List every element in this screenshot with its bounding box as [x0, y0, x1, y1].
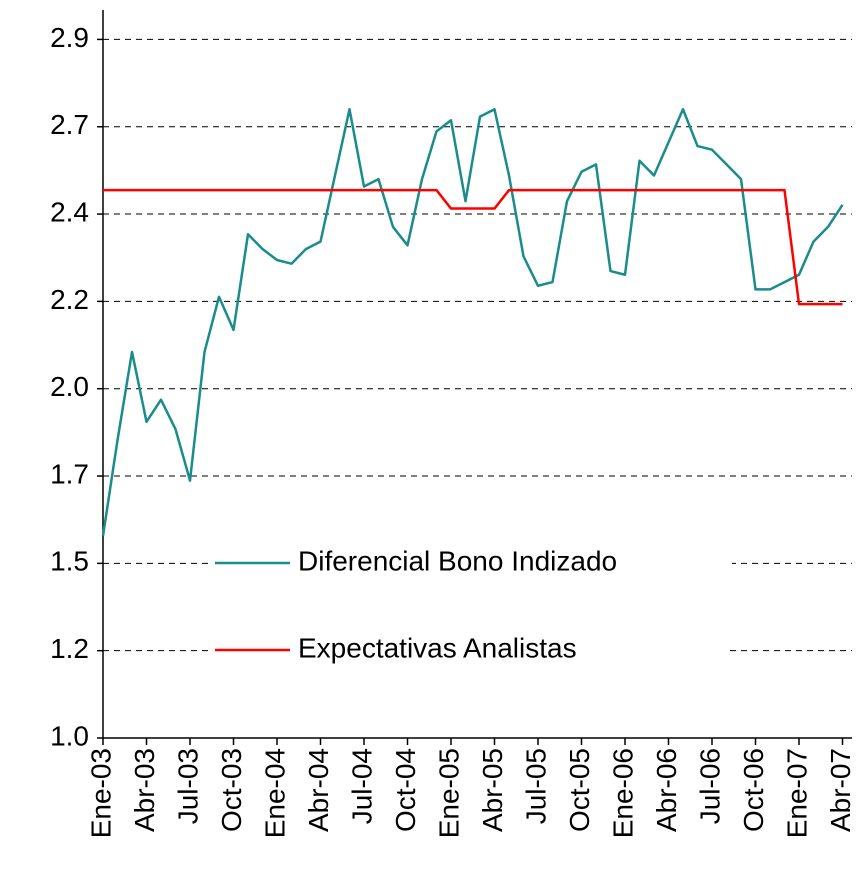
- y-tick-label: 1.2: [50, 633, 89, 664]
- x-tick-label: Jul-05: [520, 748, 551, 824]
- y-tick-label: 2.4: [50, 196, 89, 227]
- x-tick-label: Ene-07: [781, 748, 812, 838]
- legend-background: [212, 543, 732, 583]
- legend-label: Expectativas Analistas: [298, 632, 577, 663]
- y-tick-label: 2.2: [50, 284, 89, 315]
- x-tick-label: Abr-04: [303, 748, 334, 832]
- x-tick-label: Oct-03: [216, 748, 247, 832]
- x-tick-label: Ene-04: [259, 748, 290, 838]
- y-tick-label: 1.0: [50, 720, 89, 751]
- data-line: [101, 108, 844, 536]
- y-tick-label: 2.7: [50, 109, 89, 140]
- x-tick-label: Abr-07: [825, 748, 856, 832]
- y-tick-label: 2.0: [50, 371, 89, 402]
- x-tick-label: Ene-03: [85, 748, 116, 838]
- y-tick-label: 1.7: [50, 458, 89, 489]
- x-tick-label: Abr-06: [651, 748, 682, 832]
- x-tick-label: Abr-03: [129, 748, 160, 832]
- legend-label: Diferencial Bono Indizado: [298, 545, 617, 576]
- x-tick-label: Jul-04: [346, 748, 377, 824]
- y-tick-label: 2.9: [50, 22, 89, 53]
- x-tick-label: Oct-04: [390, 748, 421, 832]
- x-tick-label: Ene-05: [433, 748, 464, 838]
- x-tick-label: Oct-06: [738, 748, 769, 832]
- data-line: [103, 188, 843, 306]
- y-tick-label: 1.5: [50, 546, 89, 577]
- x-tick-label: Oct-05: [564, 748, 595, 832]
- legend-background: [212, 630, 727, 670]
- x-tick-label: Ene-06: [607, 748, 638, 838]
- x-tick-label: Abr-05: [477, 748, 508, 832]
- x-tick-label: Jul-06: [694, 748, 725, 824]
- x-tick-label: Jul-03: [172, 748, 203, 824]
